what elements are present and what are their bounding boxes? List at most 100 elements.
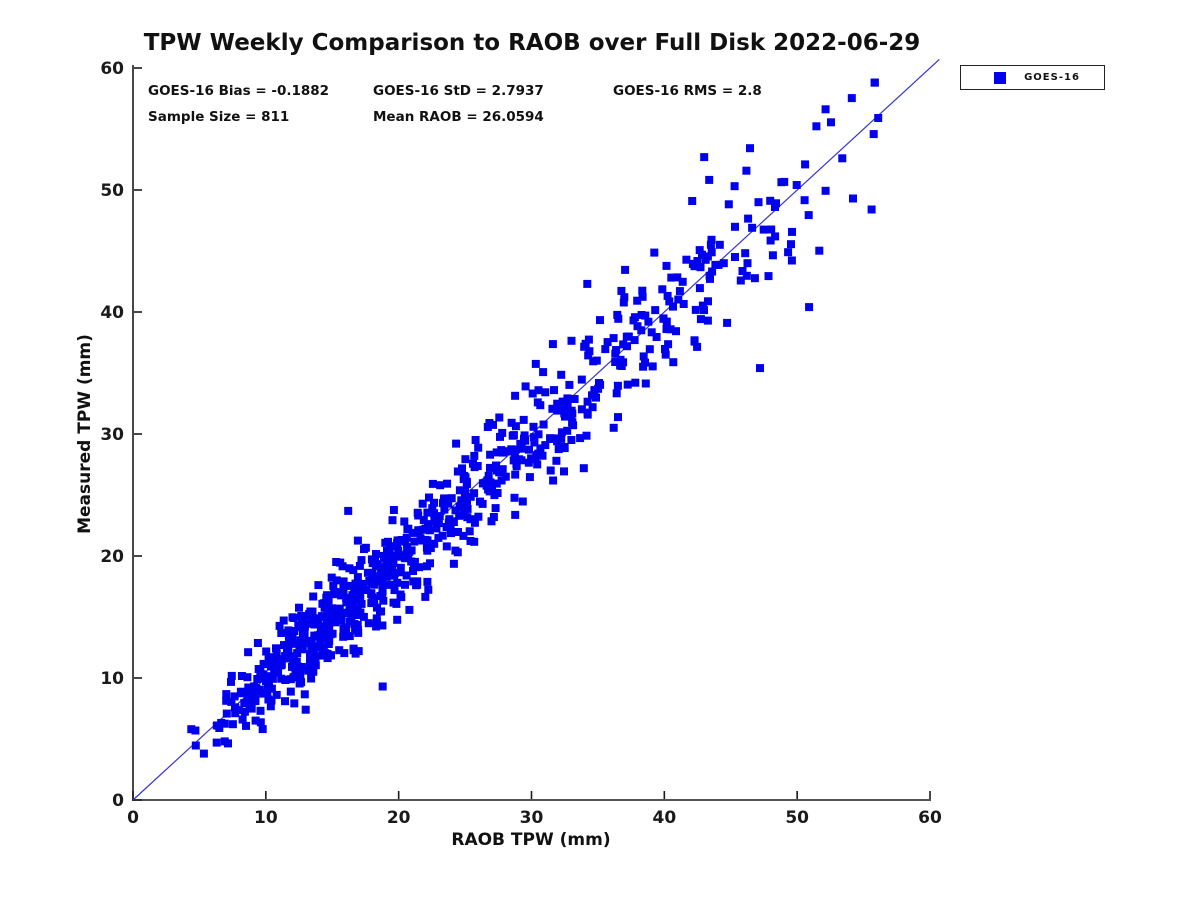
- data-point: [530, 433, 538, 442]
- data-point: [430, 539, 439, 548]
- data-point: [563, 394, 572, 403]
- data-point: [329, 581, 338, 590]
- data-point: [247, 704, 256, 713]
- data-point: [251, 687, 260, 696]
- data-point: [447, 529, 455, 538]
- data-point: [290, 658, 299, 667]
- data-point: [531, 455, 540, 464]
- data-point: [659, 314, 668, 323]
- data-point: [262, 647, 271, 656]
- data-point: [253, 639, 262, 647]
- data-point: [804, 211, 813, 220]
- data-point: [548, 340, 557, 349]
- data-point: [629, 316, 638, 325]
- data-point: [401, 580, 409, 589]
- data-point: [553, 399, 562, 408]
- data-point: [327, 573, 336, 582]
- data-point: [546, 466, 555, 475]
- data-point: [356, 595, 365, 604]
- tick-labels: 0 10 20 30 40 50 60 0 10 20 30 40 50 60: [100, 59, 942, 828]
- data-point: [766, 236, 775, 245]
- data-point: [199, 749, 208, 758]
- data-point: [393, 578, 402, 587]
- data-point: [703, 252, 712, 261]
- data-point: [346, 597, 355, 606]
- data-point: [621, 265, 630, 274]
- data-point: [290, 699, 299, 708]
- data-point: [430, 498, 438, 507]
- data-point: [413, 508, 422, 517]
- data-point: [309, 667, 318, 676]
- data-point: [557, 370, 566, 379]
- data-point: [362, 586, 371, 594]
- data-point: [524, 458, 533, 467]
- data-point: [594, 384, 603, 393]
- data-point: [706, 240, 715, 249]
- data-point: [324, 640, 333, 648]
- data-point: [357, 556, 366, 565]
- data-point: [344, 506, 353, 515]
- data-point: [631, 378, 640, 387]
- data-point: [489, 513, 498, 521]
- data-point: [533, 398, 542, 407]
- data-point: [264, 684, 272, 693]
- data-point: [289, 653, 298, 662]
- data-point: [529, 422, 538, 431]
- data-point: [538, 451, 547, 460]
- data-point: [235, 706, 244, 714]
- data-point: [384, 537, 392, 546]
- data-point: [714, 260, 723, 269]
- data-point: [258, 725, 267, 734]
- data-point: [351, 649, 360, 658]
- data-point: [698, 301, 707, 310]
- x-tick-label: 50: [785, 808, 809, 828]
- data-point: [383, 547, 392, 556]
- data-point: [530, 438, 539, 447]
- legend-square-marker-icon: [994, 71, 1006, 84]
- data-point: [357, 599, 366, 608]
- data-point: [703, 316, 712, 325]
- data-point: [378, 682, 387, 691]
- data-point: [637, 326, 646, 335]
- data-point: [705, 175, 714, 184]
- data-point: [742, 271, 751, 280]
- data-point: [730, 182, 739, 191]
- data-point: [558, 397, 567, 406]
- data-point: [674, 295, 683, 304]
- data-point: [461, 487, 470, 496]
- data-point: [317, 612, 326, 621]
- data-point: [332, 614, 341, 623]
- data-point: [673, 273, 682, 282]
- data-point: [690, 336, 699, 345]
- data-point: [553, 406, 562, 415]
- data-point: [520, 431, 529, 440]
- data-point: [379, 596, 388, 605]
- data-point: [254, 665, 263, 673]
- data-point: [310, 620, 319, 629]
- data-point: [370, 580, 379, 589]
- data-point: [583, 397, 592, 406]
- data-point: [309, 592, 318, 601]
- data-point: [265, 680, 273, 689]
- data-point: [337, 591, 346, 600]
- data-point: [771, 232, 780, 241]
- data-point: [497, 446, 506, 455]
- data-point: [787, 240, 795, 249]
- data-point: [639, 352, 648, 361]
- data-point: [238, 689, 247, 698]
- data-point: [405, 547, 414, 556]
- data-point: [489, 420, 497, 429]
- data-point: [492, 479, 501, 488]
- y-tick-label: 10: [100, 669, 124, 689]
- data-point: [624, 332, 633, 341]
- data-point: [584, 335, 593, 344]
- data-point: [359, 579, 368, 588]
- data-point: [582, 431, 591, 440]
- data-point: [368, 571, 377, 580]
- data-point: [231, 703, 239, 712]
- data-point: [874, 114, 883, 122]
- data-point: [723, 318, 732, 327]
- data-point: [355, 561, 364, 570]
- data-point: [402, 571, 411, 580]
- data-point: [298, 640, 307, 649]
